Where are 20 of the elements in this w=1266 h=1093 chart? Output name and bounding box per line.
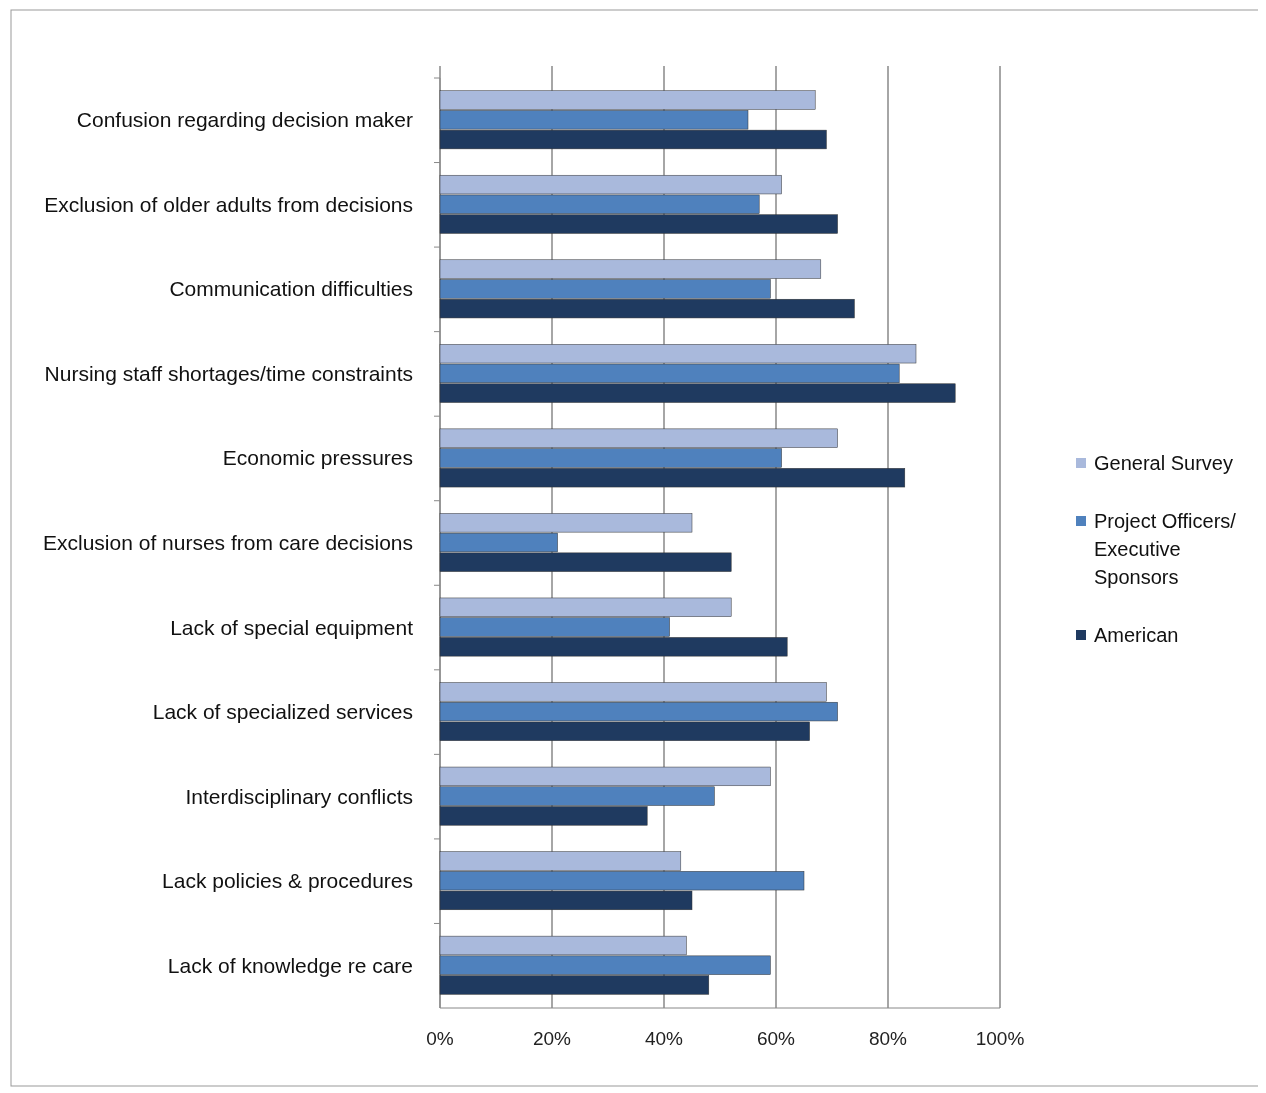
y-tick-label: Exclusion of older adults from decisions (44, 192, 413, 216)
y-tick-label: Nursing staff shortages/time constraints (44, 361, 413, 385)
legend-label: Project Officers/ Executive Sponsors (1094, 510, 1237, 588)
y-tick-label: Economic pressures (222, 446, 413, 470)
y-tick-label: Lack of knowledge re care (167, 953, 413, 977)
x-tick-label: 0% (426, 1028, 454, 1049)
y-tick-label: Lack policies & procedures (162, 869, 413, 893)
y-tick-label: Exclusion of nurses from care decisions (43, 531, 413, 554)
x-tick-label: 100% (975, 1028, 1025, 1049)
legend-label: General Survey (1094, 452, 1233, 474)
x-tick-label: 80% (868, 1028, 908, 1049)
y-tick-label: Interdisciplinary conflicts (185, 784, 413, 808)
x-tick-label: 40% (644, 1028, 684, 1049)
y-tick-label: Lack of special equipment (170, 615, 414, 639)
y-tick-label: Communication difficulties (169, 277, 413, 301)
legend-label: American (1094, 624, 1179, 646)
y-tick-label: Lack of specialized services (152, 700, 413, 724)
y-tick-label: Confusion regarding decision maker (76, 108, 413, 132)
x-tick-label: 60% (756, 1028, 796, 1049)
x-tick-label: 20% (532, 1028, 572, 1049)
